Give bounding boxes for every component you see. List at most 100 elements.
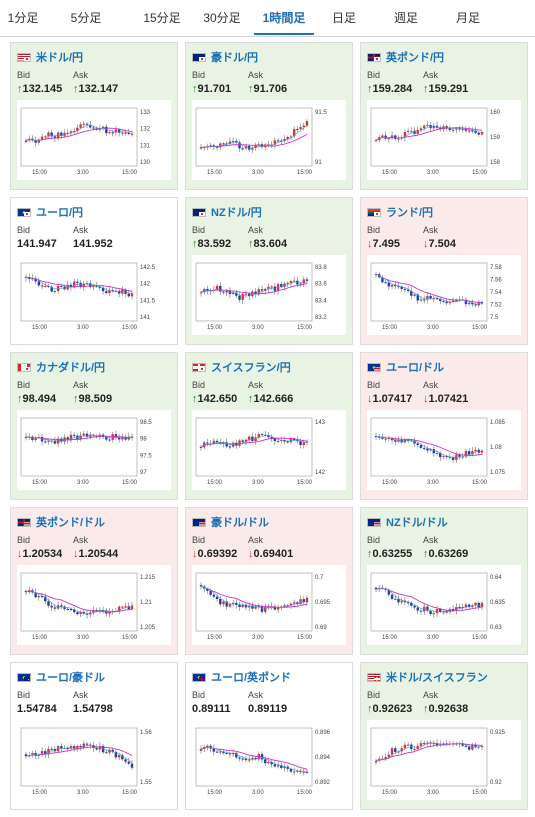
pair-title[interactable]: ユーロ/ドル: [367, 359, 445, 374]
mini-chart[interactable]: 1.215 1.21 1.205 15:00 3:00 15:00: [17, 565, 171, 645]
candle-body: [474, 130, 477, 133]
pair-card[interactable]: ランド/円 Bid Ask ↓7.495 ↓7.504 7.58 7.56 7.54 7.52 7…: [360, 197, 528, 345]
candle-body: [257, 289, 261, 295]
us-jp-flag-icon: [17, 53, 31, 62]
au-jp-flag-icon: [192, 53, 206, 62]
candle-body: [299, 441, 302, 446]
pair-card[interactable]: 米ドル/スイスフラン Bid Ask ↑0.92623 ↑0.92638 0.925 0.9…: [360, 662, 528, 810]
tab-5[interactable]: 日足: [331, 11, 356, 25]
pair-name[interactable]: 豪ドル/ドル: [211, 517, 270, 529]
candle-body: [50, 286, 53, 292]
pair-title[interactable]: 米ドル/円: [17, 49, 84, 64]
pair-card[interactable]: 豪ドル/ドル Bid Ask ↓0.69392 ↓0.69401 0.7 0.695 0.69…: [185, 507, 353, 655]
ask-value: ↓1.20544: [73, 548, 118, 560]
mini-chart[interactable]: 0.64 0.635 0.63 15:00 3:00 15:00: [367, 565, 521, 645]
pair-title[interactable]: 豪ドル/ドル: [192, 514, 270, 529]
pair-title[interactable]: NZドル/ドル: [367, 514, 448, 529]
pair-title[interactable]: ユーロ/豪ドル: [17, 669, 106, 684]
candle-body: [280, 140, 283, 142]
candle-body: [432, 125, 436, 129]
mini-chart[interactable]: 91.5 91 15:00 3:00 15:00: [192, 100, 346, 180]
mini-chart[interactable]: 0.925 0.92 15:00 3:00 15:00: [367, 720, 521, 800]
pair-card[interactable]: 英ポンド/円 Bid Ask ↑159.284 ↑159.291 160 159 158 15:…: [360, 42, 528, 190]
x-tick-label: 15:00: [207, 480, 223, 486]
pair-name[interactable]: 米ドル/スイスフラン: [386, 672, 488, 684]
bid-number: 0.63255: [372, 548, 413, 560]
mini-chart[interactable]: 0.896 0.894 0.892 15:00 3:00 15:00: [192, 720, 346, 800]
pair-name[interactable]: 豪ドル/円: [211, 52, 259, 64]
chart-frame: [370, 572, 488, 632]
tab-7[interactable]: 月足: [455, 11, 480, 25]
pair-title[interactable]: ユーロ/英ポンド: [192, 669, 292, 684]
mini-chart[interactable]: 0.7 0.695 0.69 15:00 3:00 15:00: [192, 565, 346, 645]
tab-4[interactable]: 1時間足: [254, 0, 314, 35]
candle-body: [105, 126, 108, 134]
pair-card[interactable]: 英ポンド/ドル Bid Ask ↓1.20534 ↓1.20544 1.215 1.21 1.…: [10, 507, 178, 655]
pair-title[interactable]: 英ポンド/円: [367, 49, 445, 64]
tab-3[interactable]: 30分足: [203, 11, 241, 25]
pair-title[interactable]: NZドル/円: [192, 204, 262, 219]
pair-title[interactable]: ランド/円: [367, 204, 434, 219]
candle-body: [251, 436, 254, 441]
mini-chart[interactable]: 98.5 98 97.5 97 15:00 3:00 15:00: [17, 410, 171, 490]
pair-title[interactable]: 米ドル/スイスフラン: [367, 669, 488, 684]
pair-name[interactable]: 英ポンド/円: [386, 52, 445, 64]
mini-chart[interactable]: 143 142 15:00 3:00 15:00: [192, 410, 346, 490]
candle-body: [60, 746, 63, 749]
pair-name[interactable]: 米ドル/円: [36, 52, 84, 64]
x-tick-label: 15:00: [32, 635, 48, 641]
pair-title[interactable]: 英ポンド/ドル: [17, 514, 106, 529]
pair-card[interactable]: ユーロ/豪ドル Bid Ask 1.54784 1.54798 1.56 1.55 15:00…: [10, 662, 178, 810]
candle-body: [477, 602, 480, 608]
mini-chart[interactable]: 133 132 131 130 15:00 3:00 15:00: [17, 100, 171, 180]
pair-card[interactable]: スイスフラン/円 Bid Ask ↑142.650 ↑142.666 143 142 15:0…: [185, 352, 353, 500]
pair-card[interactable]: 米ドル/円 Bid Ask ↑132.145 ↑132.147 133 132 131 130 1…: [10, 42, 178, 190]
mini-chart[interactable]: 142.5 142 141.5 141 15:00 3:00 15:00: [17, 255, 171, 335]
candle-body: [92, 285, 95, 287]
mini-chart[interactable]: 1.56 1.55 15:00 3:00 15:00: [17, 720, 171, 800]
pair-title[interactable]: スイスフラン/円: [192, 359, 291, 374]
mini-chart[interactable]: 1.085 1.08 1.075 15:00 3:00 15:00: [367, 410, 521, 490]
candle-body: [117, 290, 121, 294]
pair-card[interactable]: 豪ドル/円 Bid Ask ↑91.701 ↑91.706 91.5 91 15:00 3:00…: [185, 42, 353, 190]
ask-number: 0.63269: [428, 548, 469, 560]
candle-body: [471, 451, 474, 455]
pair-card[interactable]: カナダドル/円 Bid Ask ↑98.494 ↑98.509 98.5 98 97.5 97 1…: [10, 352, 178, 500]
pair-name[interactable]: カナダドル/円: [36, 362, 106, 374]
pair-name[interactable]: ランド/円: [386, 207, 434, 219]
pair-name[interactable]: スイスフラン/円: [211, 362, 291, 374]
candle-body: [474, 744, 477, 748]
mini-chart[interactable]: 7.58 7.56 7.54 7.52 7.5 15:00 3:00 15:00: [367, 255, 521, 335]
mini-chart[interactable]: 83.8 83.6 83.4 83.2 15:00 3:00 15:00: [192, 255, 346, 335]
pair-name[interactable]: ユーロ/豪ドル: [36, 672, 106, 684]
pair-title[interactable]: 豪ドル/円: [192, 49, 259, 64]
pair-name[interactable]: NZドル/ドル: [386, 517, 448, 529]
pair-name[interactable]: ユーロ/円: [36, 207, 84, 219]
pair-card[interactable]: ユーロ/英ポンド Bid Ask 0.89111 0.89119 0.896 0.894 0.…: [185, 662, 353, 810]
tab-6[interactable]: 週足: [393, 11, 418, 25]
candle-body: [435, 608, 439, 614]
pair-title[interactable]: カナダドル/円: [17, 359, 106, 374]
candle-body: [299, 599, 302, 604]
candle-body: [467, 302, 471, 305]
pair-name[interactable]: ユーロ/英ポンド: [211, 672, 292, 684]
tab-1[interactable]: 5分足: [70, 11, 102, 25]
candle-body: [403, 600, 407, 603]
pair-card[interactable]: NZドル/ドル Bid Ask ↑0.63255 ↑0.63269 0.64 0.635 0.…: [360, 507, 528, 655]
pair-name[interactable]: NZドル/円: [211, 207, 262, 219]
candle-body: [451, 609, 455, 611]
pair-card[interactable]: NZドル/円 Bid Ask ↑83.592 ↑83.604 83.8 83.6 83.4 83…: [185, 197, 353, 345]
tab-0[interactable]: 1分足: [7, 11, 39, 25]
candle-body: [215, 596, 219, 599]
candle-body: [238, 757, 241, 759]
candle-body: [305, 597, 309, 603]
mini-chart[interactable]: 160 159 158 15:00 3:00 15:00: [367, 100, 521, 180]
pair-name[interactable]: 英ポンド/ドル: [36, 517, 106, 529]
pair-card[interactable]: ユーロ/円 Bid Ask 141.947 141.952 142.5 142 141.5 14…: [10, 197, 178, 345]
pair-card[interactable]: ユーロ/ドル Bid Ask ↓1.07417 ↓1.07421 1.085 1.08 1.0…: [360, 352, 528, 500]
tab-2[interactable]: 15分足: [143, 11, 181, 25]
pair-title[interactable]: ユーロ/円: [17, 204, 84, 219]
pair-name[interactable]: ユーロ/ドル: [386, 362, 445, 374]
